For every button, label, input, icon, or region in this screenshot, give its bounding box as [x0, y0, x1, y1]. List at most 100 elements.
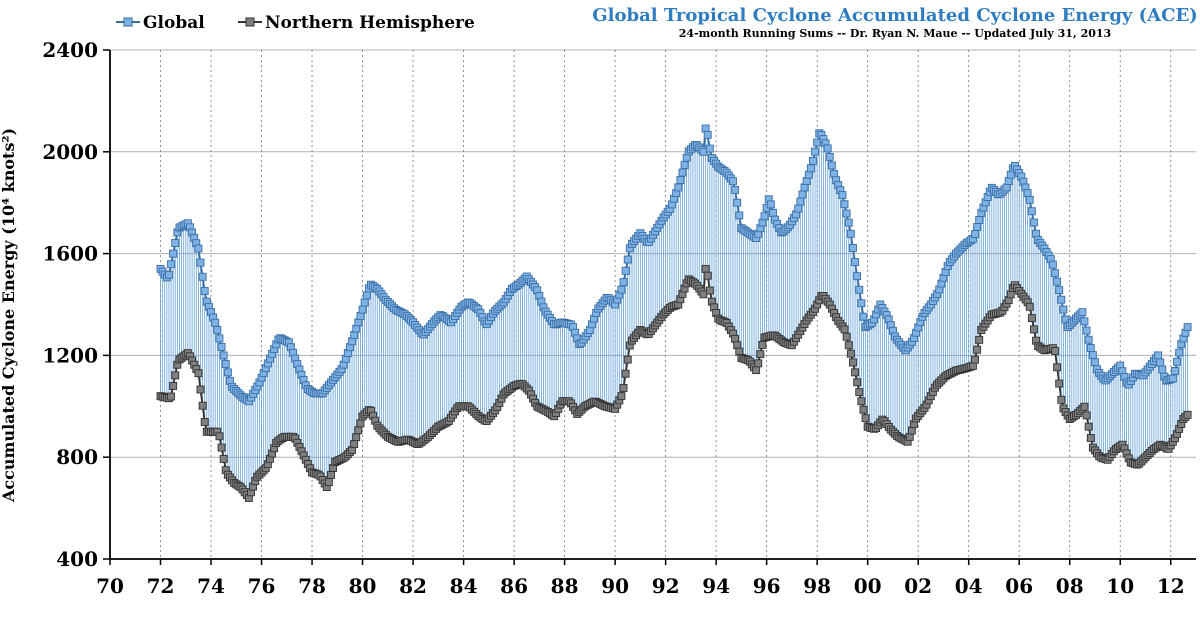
chart-title: Global Tropical Cyclone Accumulated Cycl… [592, 5, 1197, 26]
legend-nh-marker [245, 17, 255, 27]
global-data-point [223, 368, 232, 377]
x-tick-label: 94 [702, 574, 730, 598]
legend-nh: Northern Hemisphere [238, 13, 475, 33]
legend: Global Northern Hemisphere [116, 13, 475, 33]
global-data-point [619, 278, 628, 287]
global-data-point [1171, 367, 1179, 375]
nh-data-point [1029, 325, 1038, 334]
global-data-point [169, 249, 178, 258]
global-data-point [358, 305, 367, 314]
global-data-point [1088, 351, 1097, 360]
global-data-point [221, 359, 230, 368]
global-data-point [623, 255, 632, 264]
global-data-point [848, 243, 857, 252]
global-data-point [853, 272, 862, 281]
global-data-point [855, 285, 864, 294]
global-data-point [703, 130, 712, 139]
global-data-point [733, 198, 742, 207]
global-data-point [617, 285, 626, 294]
global-data-point [827, 161, 836, 170]
global-data-point [1168, 374, 1177, 383]
global-data-point [840, 200, 849, 209]
nh-data-point [1086, 434, 1095, 442]
global-data-point [838, 191, 847, 200]
x-tick-label: 70 [96, 574, 124, 598]
x-tick-label: 10 [1106, 574, 1134, 598]
nh-data-point [1057, 395, 1066, 404]
nh-data-point [842, 332, 851, 341]
x-tick-label: 86 [500, 574, 528, 598]
global-data-point [825, 152, 834, 161]
global-data-point [621, 266, 630, 275]
legend-nh-label: Northern Hemisphere [265, 13, 475, 33]
x-tick-label: 06 [1005, 574, 1033, 598]
x-tick-label: 08 [1056, 574, 1084, 598]
legend-global-marker [123, 17, 133, 27]
nh-data-point [754, 359, 763, 368]
global-data-point [1025, 195, 1034, 204]
global-data-point [1091, 358, 1099, 367]
global-data-point [769, 208, 777, 217]
x-tick-label: 74 [197, 574, 225, 598]
y-tick-label: 2000 [42, 140, 98, 164]
y-tick-label: 1200 [42, 343, 98, 367]
global-data-point [211, 318, 220, 327]
x-ticks: 70 72 74 76 78 80 82 84 86 88 90 92 94 96 98 00 02 04 06 08… [96, 574, 1185, 598]
nh-data-point [169, 381, 178, 390]
global-data-point [1158, 365, 1167, 374]
nh-data-point [623, 355, 632, 364]
nh-data-point [855, 388, 864, 397]
nh-data-point [200, 418, 209, 426]
global-data-point [213, 326, 222, 334]
x-tick-label: 92 [652, 574, 680, 598]
x-tick-label: 72 [147, 574, 175, 598]
nh-data-point [844, 341, 853, 350]
global-data-point [360, 298, 369, 307]
global-data-point [809, 156, 817, 165]
nh-data-point [861, 414, 870, 423]
y-tick-label: 800 [56, 445, 98, 469]
global-data-point [171, 239, 180, 247]
axes [103, 49, 1196, 565]
global-data-point [735, 211, 744, 220]
global-data-point [796, 197, 805, 206]
x-tick-label: 00 [854, 574, 882, 598]
global-data-point [1084, 335, 1093, 344]
nh-data-point [848, 358, 857, 367]
nh-data-point [752, 366, 761, 375]
fill-lines [160, 128, 1189, 498]
nh-data-point [1082, 411, 1091, 420]
nh-data-point [859, 405, 868, 414]
x-tick-label: 96 [753, 574, 781, 598]
nh-data-point [840, 325, 849, 334]
nh-data-point [1080, 402, 1089, 411]
global-data-point [1086, 344, 1095, 352]
global-data-point [200, 286, 209, 295]
global-data-point [1156, 358, 1165, 367]
global-data-point [806, 164, 815, 173]
nh-data-point [1084, 422, 1093, 431]
x-tick-label: 04 [955, 574, 983, 598]
global-data-point [857, 299, 866, 308]
x-tick-label: 84 [450, 574, 478, 598]
global-data-point [844, 218, 853, 227]
nh-data-point [215, 432, 224, 441]
x-tick-label: 78 [298, 574, 326, 598]
global-data-point [1023, 189, 1032, 198]
nh-data-point [853, 378, 862, 387]
global-data-point [215, 334, 224, 343]
x-tick-label: 12 [1157, 574, 1185, 598]
global-data-point [1027, 207, 1036, 216]
nh-data-point [975, 335, 984, 344]
x-tick-label: 98 [803, 574, 831, 598]
global-data-point [219, 351, 228, 360]
nh-data-point [324, 478, 333, 487]
global-data-point [973, 223, 982, 231]
x-tick-label: 80 [349, 574, 377, 598]
global-data-point [731, 186, 740, 194]
nh-data-point [973, 345, 982, 354]
global-data-point [362, 291, 371, 300]
y-tick-label: 400 [56, 547, 98, 571]
global-data-point [859, 312, 868, 321]
